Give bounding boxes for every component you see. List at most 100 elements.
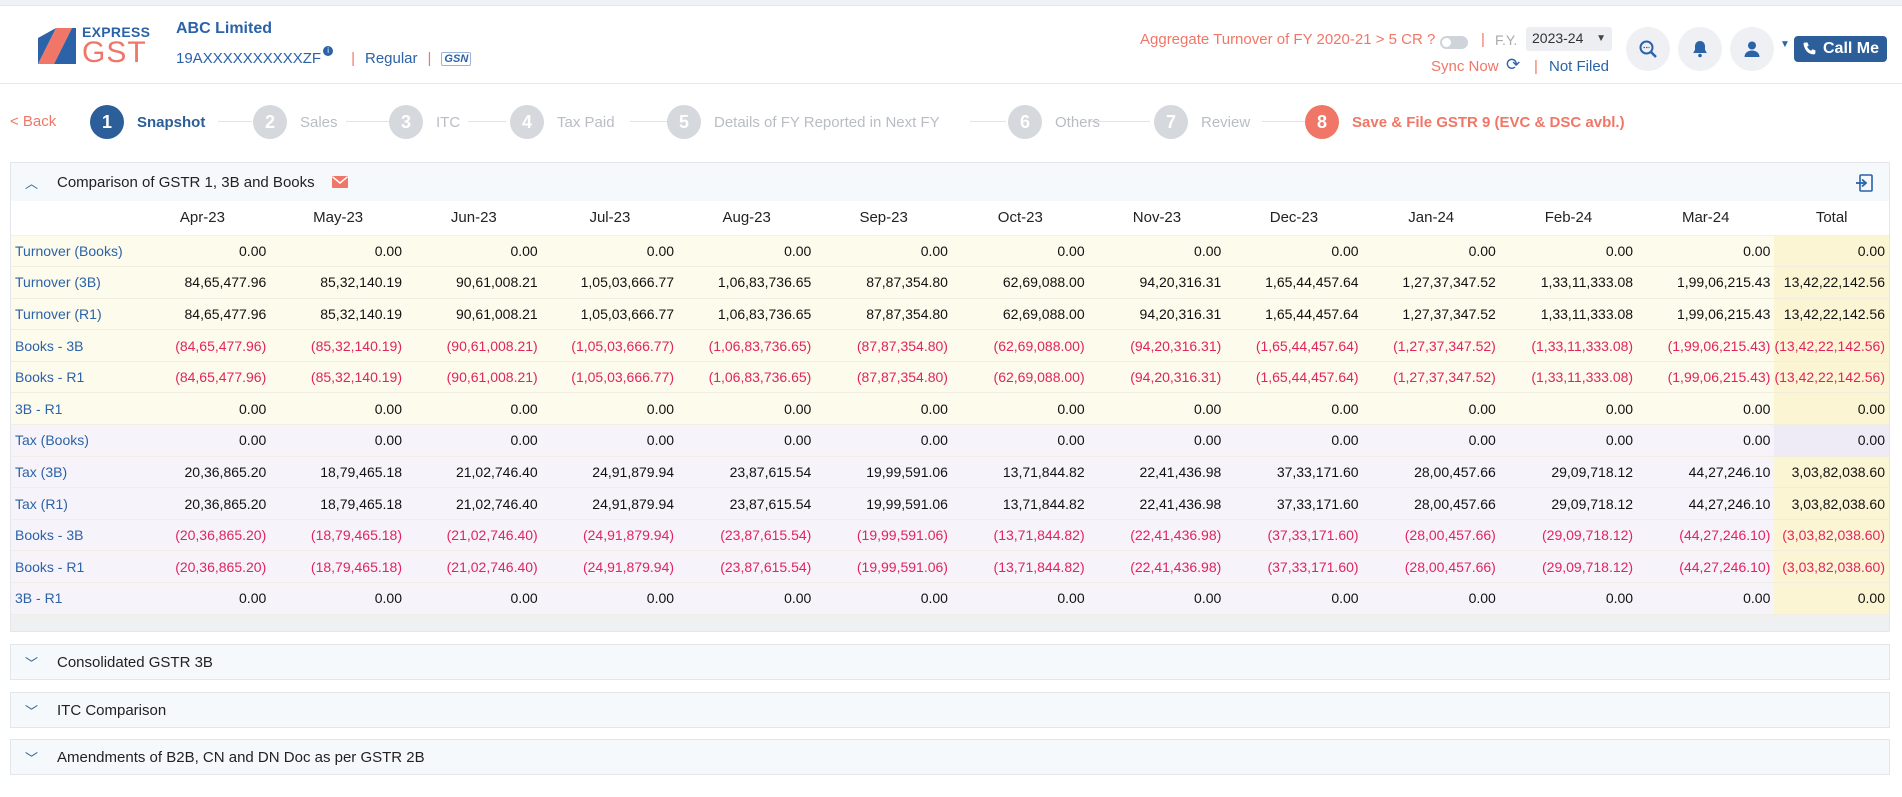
back-link[interactable]: < Back (10, 113, 57, 130)
table-cell: (1,33,11,333.08) (1499, 329, 1638, 362)
column-header: Jul-23 (541, 201, 679, 236)
step-snapshot[interactable]: 1 Snapshot (90, 104, 205, 140)
table-cell: (19,99,591.06) (815, 519, 952, 552)
table-cell: (94,20,316.31) (1088, 361, 1226, 394)
column-header: Jan-24 (1362, 201, 1500, 236)
table-cell: 0.00 (678, 582, 816, 615)
divider: | (351, 50, 355, 67)
divider: | (1481, 31, 1485, 48)
column-header: Aug-23 (678, 201, 816, 236)
accordion-header: ﹀ Amendments of B2B, CN and DN Doc as pe… (11, 740, 1889, 774)
call-me-button[interactable]: Call Me (1794, 36, 1887, 62)
table-cell: 0.00 (541, 392, 679, 426)
chevron-down-icon[interactable]: ﹀ (25, 750, 39, 766)
chevron-down-icon[interactable]: ﹀ (25, 703, 39, 719)
step-label: Sales (300, 113, 338, 131)
user-icon (1744, 41, 1760, 57)
table-cell: (1,65,44,457.64) (1225, 329, 1363, 362)
caret-down-icon: ▼ (1596, 33, 1606, 44)
step-review[interactable]: 7 Review (1154, 104, 1250, 140)
total-cell: (13,42,22,142.56) (1774, 361, 1889, 394)
table-cell: 0.00 (270, 582, 406, 615)
table-cell: 0.00 (815, 424, 952, 457)
chevron-down-icon[interactable]: ﹀ (25, 655, 39, 671)
top-strip (0, 0, 1902, 6)
table-cell: 19,99,591.06 (815, 487, 952, 520)
step-next-fy-details[interactable]: 5 Details of FY Reported in Next FY (667, 104, 940, 140)
column-header: Sep-23 (815, 201, 952, 236)
step-number: 4 (510, 105, 544, 139)
aggregate-turnover-toggle[interactable] (1440, 36, 1468, 49)
row-label: Books - R1 (11, 550, 135, 584)
table-cell: 0.00 (1225, 582, 1363, 615)
table-cell: 0.00 (1088, 424, 1226, 457)
bell-icon (1693, 41, 1707, 58)
table-cell: (28,00,457.66) (1362, 519, 1500, 552)
table-cell: (24,91,879.94) (541, 550, 679, 584)
consolidated-gstr3b-accordion[interactable]: ﹀ Consolidated GSTR 3B (10, 644, 1890, 680)
table-cell: 0.00 (1225, 392, 1363, 426)
user-menu-button[interactable] (1730, 27, 1774, 71)
row-label: Turnover (3B) (11, 266, 135, 299)
amendments-accordion[interactable]: ﹀ Amendments of B2B, CN and DN Doc as pe… (10, 739, 1890, 775)
fy-select-value: 2023-24 (1532, 30, 1584, 46)
table-cell: 0.00 (815, 235, 952, 268)
table-cell: 1,33,11,333.08 (1499, 298, 1638, 331)
table-cell: 62,69,088.00 (951, 266, 1089, 299)
table-cell: 90,61,008.21 (405, 266, 542, 299)
table-row: Tax (3B) 20,36,865.20 18,79,465.18 21,02,74… (11, 456, 1889, 489)
table-cell: 28,00,457.66 (1362, 487, 1500, 520)
table-cell: 0.00 (1637, 424, 1775, 457)
export-icon[interactable] (1855, 173, 1875, 193)
step-label: Others (1055, 113, 1101, 131)
row-label: Books - 3B (11, 519, 135, 552)
sync-icon[interactable]: ⟳ (1506, 55, 1521, 74)
table-cell: (94,20,316.31) (1088, 329, 1226, 362)
notifications-button[interactable] (1678, 27, 1722, 71)
info-icon[interactable]: i (323, 45, 334, 56)
table-cell: 1,27,37,347.52 (1362, 298, 1500, 331)
column-header: Mar-24 (1637, 201, 1775, 236)
table-cell: (90,61,008.21) (405, 329, 542, 362)
search-button[interactable] (1626, 27, 1670, 71)
sync-now-link[interactable]: Sync Now (1431, 58, 1499, 75)
chevron-up-icon[interactable]: ︿ (25, 175, 39, 191)
total-cell: 3,03,82,038.60 (1774, 487, 1889, 520)
step-itc[interactable]: 3 ITC (389, 104, 460, 140)
step-save-file[interactable]: 8 Save & File GSTR 9 (EVC & DSC avbl.) (1305, 104, 1625, 140)
total-cell: 0.00 (1774, 582, 1889, 615)
table-cell: 84,65,477.96 (134, 298, 271, 331)
table-cell: 0.00 (405, 235, 542, 268)
table-cell: 1,06,83,736.65 (678, 266, 816, 299)
step-tax-paid[interactable]: 4 Tax Paid (510, 104, 615, 140)
table-cell: 0.00 (1637, 582, 1775, 615)
table-row: Tax (R1) 20,36,865.20 18,79,465.18 21,02,74… (11, 487, 1889, 520)
table-cell: (1,65,44,457.64) (1225, 361, 1363, 394)
table-cell: (21,02,746.40) (405, 519, 542, 552)
mail-icon[interactable] (331, 176, 348, 188)
step-label: Review (1201, 113, 1251, 131)
row-label: Turnover (R1) (11, 298, 135, 331)
table-cell: (1,99,06,215.43) (1637, 361, 1775, 394)
table-cell: 0.00 (1637, 392, 1775, 426)
comparison-panel-header[interactable]: ︿ Comparison of GSTR 1, 3B and Books (11, 163, 1889, 201)
total-cell: 13,42,22,142.56 (1774, 298, 1889, 331)
fy-select[interactable]: 2023-24 ▼ (1526, 27, 1612, 51)
header-controls: Aggregate Turnover of FY 2020-21 > 5 CR … (1140, 24, 1887, 84)
total-cell: 13,42,22,142.56 (1774, 266, 1889, 299)
table-cell: 1,06,83,736.65 (678, 298, 816, 331)
table-cell: 22,41,436.98 (1088, 456, 1226, 489)
table-cell: 24,91,879.94 (541, 456, 679, 489)
express-gst-logo[interactable]: EXPRESS GST (36, 22, 156, 72)
table-cell: (62,69,088.00) (951, 361, 1089, 394)
row-label: Turnover (Books) (11, 235, 135, 268)
table-cell: 0.00 (815, 392, 952, 426)
table-cell: (20,36,865.20) (134, 550, 271, 584)
itc-comparison-accordion[interactable]: ﹀ ITC Comparison (10, 692, 1890, 728)
table-cell: 94,20,316.31 (1088, 266, 1226, 299)
user-caret-down-icon[interactable]: ▼ (1780, 39, 1790, 50)
table-cell: 0.00 (1499, 392, 1638, 426)
step-others[interactable]: 6 Others (1008, 104, 1100, 140)
step-sales[interactable]: 2 Sales (253, 104, 338, 140)
table-cell: 20,36,865.20 (134, 487, 271, 520)
